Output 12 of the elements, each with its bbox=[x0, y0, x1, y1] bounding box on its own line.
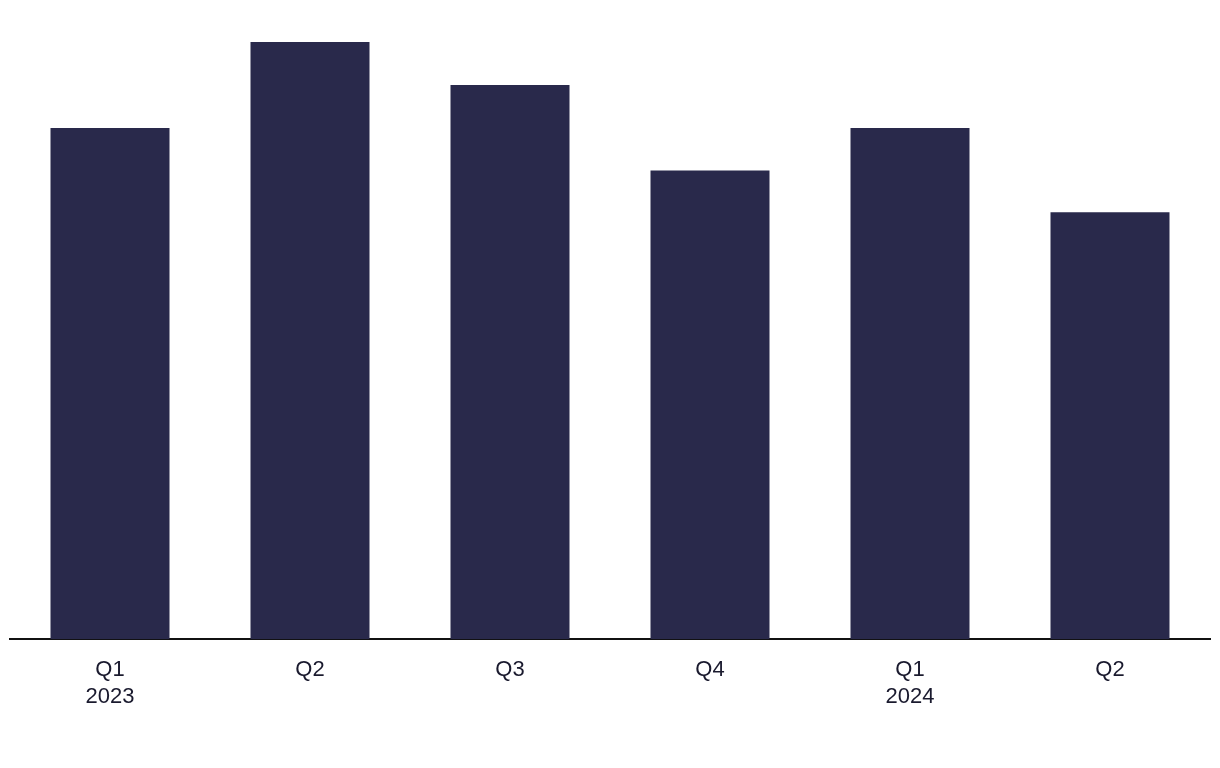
x-tick-label: Q1 2023 bbox=[85, 656, 135, 708]
bar bbox=[450, 85, 570, 640]
x-tick-label: Q2 bbox=[1095, 656, 1125, 682]
x-tick-label: Q4 bbox=[695, 656, 725, 682]
x-tick-label: Q2 bbox=[295, 656, 325, 682]
bar bbox=[850, 128, 970, 640]
bar bbox=[1050, 212, 1170, 640]
x-tick-label: Q3 bbox=[495, 656, 525, 682]
bar bbox=[250, 42, 370, 640]
bar bbox=[50, 128, 170, 640]
x-tick-label: Q1 2024 bbox=[885, 656, 935, 708]
bar bbox=[650, 170, 770, 640]
